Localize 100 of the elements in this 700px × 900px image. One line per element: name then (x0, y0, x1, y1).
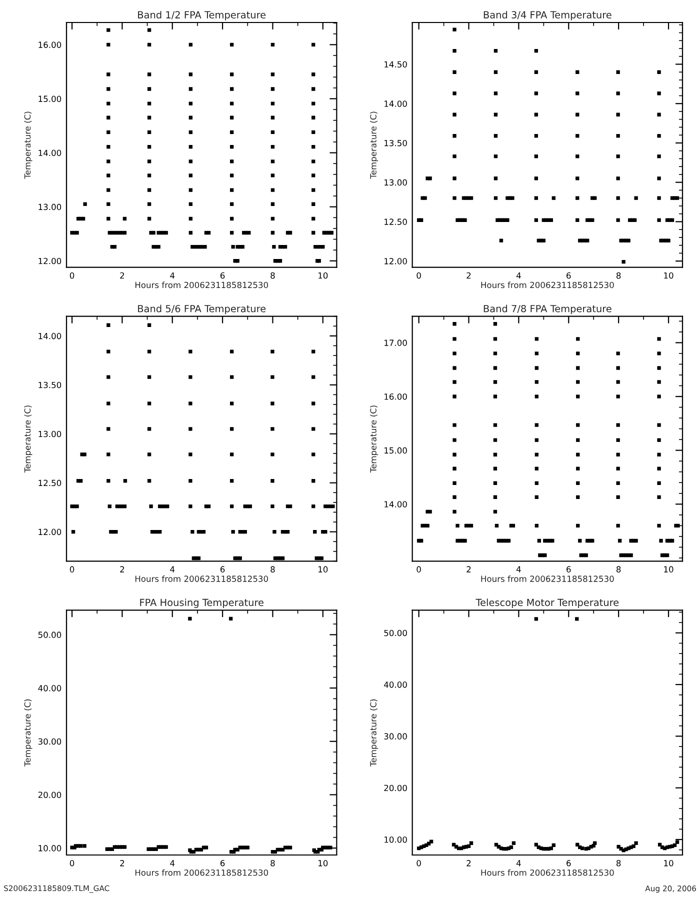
point (593, 841, 597, 845)
point (312, 144, 316, 149)
point (196, 556, 201, 560)
point (147, 72, 152, 76)
point (666, 238, 670, 242)
point (510, 196, 514, 200)
point (270, 102, 275, 106)
point (106, 102, 110, 106)
point (657, 524, 661, 528)
point (147, 87, 152, 91)
y-tick-label: 12.50 (384, 218, 407, 225)
point (106, 350, 110, 354)
x-tick-label: 10 (664, 272, 674, 279)
point (576, 524, 580, 528)
point (230, 87, 234, 91)
point (81, 216, 86, 221)
point (576, 466, 580, 470)
point (616, 452, 620, 456)
point (493, 466, 498, 470)
chart-title: Band 7/8 FPA Temperature (484, 304, 612, 314)
point (534, 394, 539, 398)
x-tick-label: 2 (466, 860, 471, 866)
point (188, 87, 193, 91)
y-tick-label: 50.00 (384, 630, 407, 636)
point (616, 466, 620, 470)
point (188, 174, 193, 178)
point (534, 112, 538, 116)
y-tick-label: 40.00 (38, 685, 62, 692)
point (270, 202, 275, 206)
point (230, 130, 234, 134)
point (331, 504, 335, 508)
point (665, 553, 670, 558)
point (463, 538, 467, 543)
x-tick-label: 0 (416, 566, 421, 572)
point (106, 479, 110, 483)
point (82, 844, 86, 848)
point (586, 238, 590, 242)
point (122, 230, 127, 235)
point (576, 352, 580, 356)
y-tick-label: 13.00 (384, 179, 407, 186)
point (494, 49, 498, 53)
point (122, 504, 127, 508)
point (534, 466, 539, 470)
point (616, 352, 620, 356)
point (106, 323, 110, 327)
point (188, 216, 193, 221)
point (147, 427, 152, 431)
point (230, 504, 234, 508)
point (494, 176, 498, 180)
point (576, 495, 580, 499)
y-tick-label: 14.00 (38, 332, 62, 340)
point (494, 92, 498, 96)
point (206, 504, 211, 508)
point (534, 49, 538, 53)
point (452, 112, 456, 116)
point (428, 176, 432, 180)
point (71, 530, 76, 534)
point (626, 238, 630, 242)
y-tick-label: 30.00 (384, 733, 407, 740)
point (312, 87, 316, 91)
point (657, 366, 661, 370)
point (270, 87, 275, 91)
x-tick-label: 2 (120, 272, 124, 279)
point (494, 112, 498, 116)
point (147, 452, 152, 456)
point (230, 402, 234, 406)
point (452, 438, 456, 442)
point (188, 102, 193, 106)
point (657, 380, 661, 384)
point (202, 530, 206, 534)
point (230, 202, 234, 206)
y-axis-title: Temperature (C) (24, 112, 32, 179)
point (537, 538, 542, 543)
point (534, 70, 538, 74)
point (188, 72, 193, 76)
point (452, 337, 456, 341)
y-tick-label: 13.00 (38, 204, 62, 210)
point (313, 530, 317, 534)
point (576, 394, 580, 398)
point (616, 218, 620, 222)
point (188, 504, 192, 508)
point (657, 92, 661, 96)
point (312, 216, 316, 221)
x-tick-label: 4 (170, 860, 175, 866)
point (270, 427, 274, 431)
point (147, 102, 152, 106)
point (657, 438, 661, 442)
point (657, 218, 661, 222)
point (147, 202, 152, 206)
point (634, 538, 638, 543)
point (114, 530, 118, 534)
x-tick-label: 6 (566, 272, 571, 279)
point (622, 260, 626, 264)
point (106, 202, 110, 206)
y-tick-label: 17.00 (384, 340, 407, 346)
point (452, 352, 456, 356)
x-tick-label: 0 (70, 860, 74, 866)
chart-title: Telescope Motor Temperature (476, 598, 619, 608)
point (204, 846, 208, 850)
point (576, 380, 580, 384)
